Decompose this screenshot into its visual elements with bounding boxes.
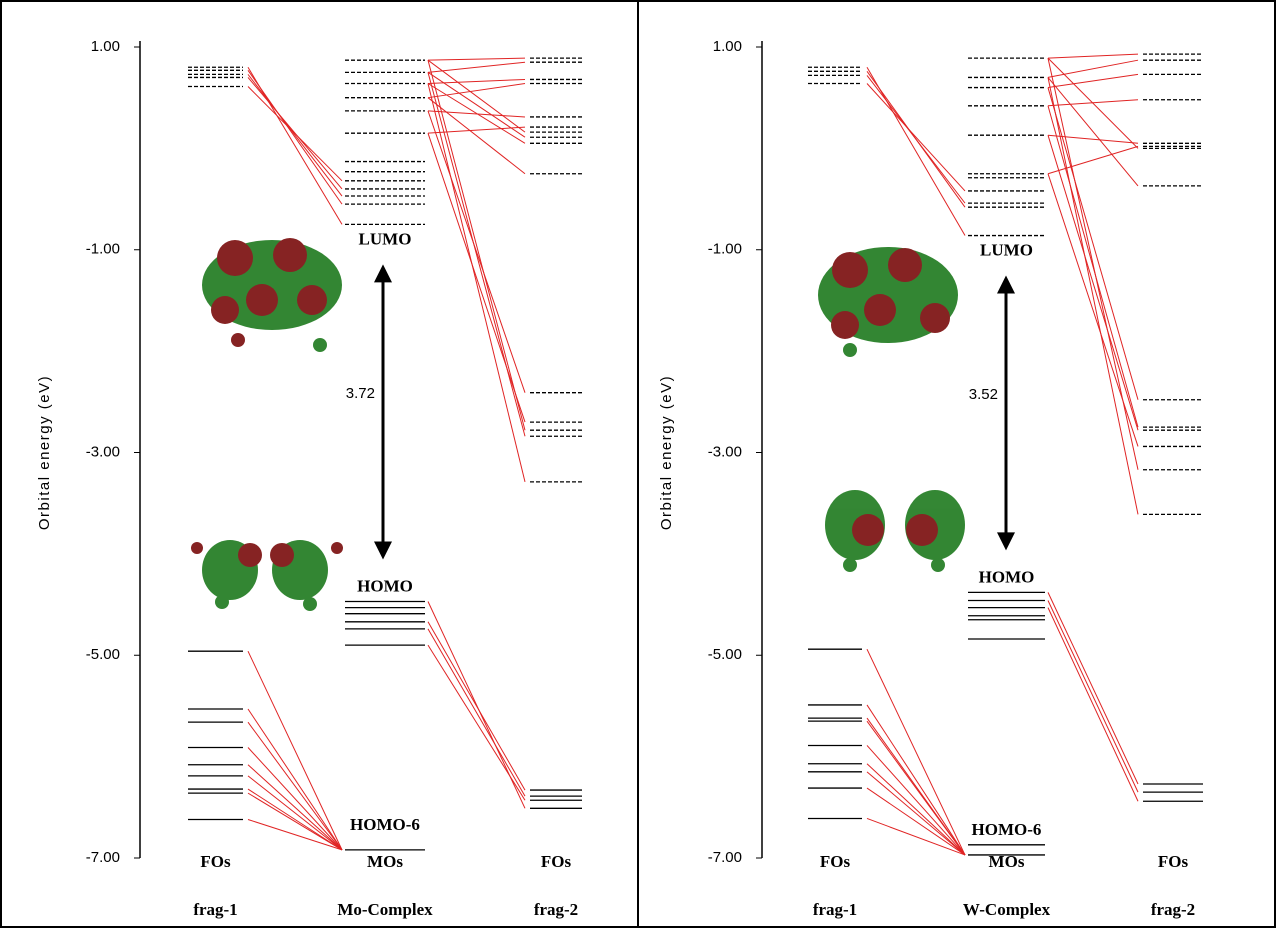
gap-arrow-head	[997, 532, 1015, 550]
link	[1048, 77, 1138, 514]
figure: 1.00 -1.00 -3.00 -5.00 -7.00 Orbital energy (…	[0, 0, 1276, 928]
y-tick-label: -5.00	[708, 646, 742, 663]
column-sublabel: FOs	[541, 852, 572, 871]
column-sublabel: FOs	[200, 852, 231, 871]
column-sublabel: FOs	[1158, 852, 1189, 871]
y-tick-label: -3.00	[708, 443, 742, 460]
y-axis-label: Orbital energy (eV)	[658, 375, 675, 530]
homo-label: HOMO	[357, 576, 413, 595]
gap-label: 3.52	[969, 386, 998, 403]
link	[1048, 60, 1138, 77]
column-label: frag-1	[193, 900, 237, 919]
column-label: W-Complex	[963, 900, 1051, 919]
link	[867, 788, 965, 855]
link	[1048, 54, 1138, 58]
lumo-label: LUMO	[980, 240, 1033, 259]
lumo-label: LUMO	[359, 229, 412, 248]
link	[248, 87, 342, 181]
link	[867, 745, 965, 854]
link	[867, 772, 965, 855]
link	[248, 709, 342, 850]
y-tick-label: -5.00	[86, 646, 120, 663]
homo6-label: HOMO-6	[972, 820, 1042, 839]
y-tick-label: -1.00	[86, 241, 120, 258]
homo6-label: HOMO-6	[350, 815, 420, 834]
link	[248, 74, 342, 196]
gap-arrow-head	[997, 276, 1015, 294]
link	[428, 111, 525, 393]
link	[428, 602, 525, 809]
y-tick-label: -1.00	[708, 241, 742, 258]
link	[248, 776, 342, 850]
y-tick-label: -3.00	[86, 443, 120, 460]
link	[1048, 135, 1138, 430]
link	[428, 58, 525, 60]
column-label: frag-2	[534, 900, 578, 919]
gap-label: 3.72	[346, 385, 375, 402]
gap-arrow-head	[374, 264, 392, 282]
column-label: Mo-Complex	[337, 900, 433, 919]
link	[1048, 74, 1138, 87]
link	[1048, 601, 1138, 793]
link	[248, 651, 342, 850]
y-tick-label: -7.00	[708, 849, 742, 866]
link	[428, 60, 525, 132]
column-sublabel: MOs	[989, 852, 1025, 871]
lumo-orbital-image	[202, 238, 958, 357]
link	[428, 133, 525, 422]
y-axis-label: Orbital energy (eV)	[36, 375, 53, 530]
link	[428, 83, 525, 481]
link	[428, 629, 525, 796]
column-label: frag-1	[813, 900, 857, 919]
column-sublabel: FOs	[820, 852, 851, 871]
link	[867, 75, 965, 203]
link	[1048, 174, 1138, 447]
link	[867, 764, 965, 855]
link	[867, 83, 965, 190]
column-label: frag-2	[1151, 900, 1195, 919]
link	[1048, 608, 1138, 802]
y-tick-label: 1.00	[713, 38, 742, 55]
link	[1048, 106, 1138, 427]
link	[248, 793, 342, 850]
column-sublabel: MOs	[367, 852, 403, 871]
homo-orbital-image	[191, 490, 965, 611]
y-tick-label: 1.00	[91, 38, 120, 55]
link	[867, 705, 965, 855]
link	[1048, 592, 1138, 784]
link	[428, 83, 525, 143]
link	[428, 79, 525, 83]
link	[248, 722, 342, 850]
y-tick-label: -7.00	[86, 849, 120, 866]
link	[248, 70, 342, 204]
link	[428, 98, 525, 174]
homo-label: HOMO	[979, 567, 1035, 586]
link	[867, 721, 965, 855]
link	[1048, 58, 1138, 470]
link	[248, 765, 342, 850]
gap-arrow-head	[374, 542, 392, 560]
